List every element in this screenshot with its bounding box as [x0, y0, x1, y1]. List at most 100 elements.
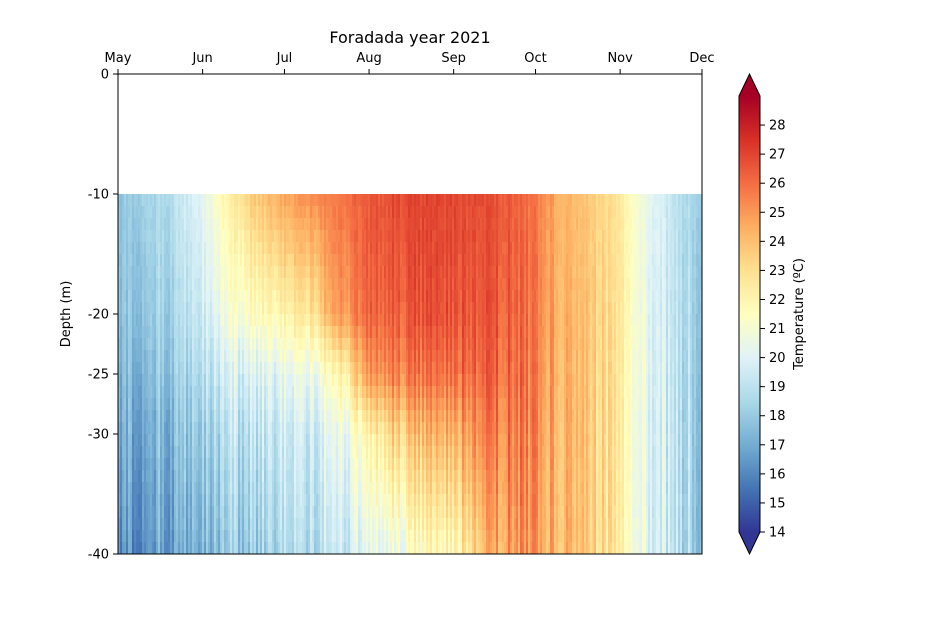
heatmap-cell [412, 530, 415, 543]
heatmap-cell [428, 482, 431, 495]
heatmap-cell [422, 398, 425, 411]
heatmap-cell [332, 194, 335, 207]
heatmap-cell [264, 458, 267, 471]
heatmap-cell [424, 542, 427, 554]
heatmap-cell [234, 506, 237, 519]
heatmap-cell [134, 242, 137, 255]
heatmap-cell [384, 530, 387, 543]
heatmap-cell [368, 386, 371, 399]
heatmap-cell [324, 194, 327, 207]
heatmap-cell [192, 482, 195, 495]
heatmap-cell [364, 362, 367, 375]
heatmap-cell [360, 398, 363, 411]
heatmap-cell [416, 494, 419, 507]
heatmap-cell [368, 338, 371, 351]
heatmap-cell [260, 194, 263, 207]
heatmap-cell [334, 434, 337, 447]
heatmap-cell [174, 434, 177, 447]
heatmap-cell [336, 422, 339, 435]
heatmap-cell [166, 470, 169, 483]
heatmap-cell [422, 194, 425, 207]
heatmap-cell [440, 458, 443, 471]
heatmap-cell [282, 530, 285, 543]
heatmap-cell [218, 194, 221, 207]
heatmap-cell [302, 326, 305, 339]
heatmap-cell [322, 374, 325, 387]
heatmap-cell [122, 194, 125, 207]
heatmap-cell [366, 266, 369, 279]
heatmap-cell [214, 398, 217, 411]
heatmap-cell [294, 494, 297, 507]
heatmap-cell [340, 290, 343, 303]
heatmap-cell [292, 314, 295, 327]
heatmap-cell [298, 314, 301, 327]
heatmap-cell [316, 398, 319, 411]
heatmap-cell [124, 410, 127, 423]
heatmap-cell [278, 458, 281, 471]
heatmap-cell [236, 542, 239, 554]
heatmap-cell [440, 518, 443, 531]
heatmap-cell [354, 194, 357, 207]
heatmap-cell [164, 254, 167, 267]
heatmap-cell [300, 242, 303, 255]
heatmap-cell [238, 386, 241, 399]
heatmap-cell [258, 482, 261, 495]
heatmap-cell [318, 254, 321, 267]
heatmap-cell [370, 350, 373, 363]
heatmap-cell [348, 470, 351, 483]
heatmap-cell [232, 434, 235, 447]
heatmap-cell [182, 422, 185, 435]
heatmap-cell [248, 530, 251, 543]
heatmap-cell [268, 278, 271, 291]
heatmap-cell [274, 470, 277, 483]
heatmap-cell [272, 386, 275, 399]
heatmap-cell [140, 470, 143, 483]
heatmap-cell [438, 290, 441, 303]
heatmap-cell [364, 230, 367, 243]
heatmap-cell [138, 494, 141, 507]
heatmap-cell [334, 374, 337, 387]
heatmap-cell [420, 410, 423, 423]
heatmap-cell [314, 242, 317, 255]
heatmap-cell [178, 506, 181, 519]
heatmap-cell [214, 518, 217, 531]
heatmap-cell [356, 446, 359, 459]
heatmap-cell [148, 278, 151, 291]
heatmap-cell [218, 434, 221, 447]
heatmap-cell [194, 374, 197, 387]
heatmap-cell [330, 518, 333, 531]
heatmap-cell [322, 350, 325, 363]
heatmap-cell [290, 362, 293, 375]
heatmap-cell [136, 374, 139, 387]
heatmap-cell [352, 494, 355, 507]
heatmap-cell [362, 506, 365, 519]
heatmap-cell [446, 218, 449, 231]
heatmap-cell [124, 386, 127, 399]
heatmap-cell [220, 362, 223, 375]
heatmap-cell [296, 458, 299, 471]
heatmap-cell [160, 518, 163, 531]
heatmap-cell [274, 230, 277, 243]
heatmap-cell [406, 254, 409, 267]
heatmap-cell [352, 434, 355, 447]
heatmap-cell [348, 374, 351, 387]
heatmap-cell [166, 278, 169, 291]
heatmap-cell [278, 542, 281, 554]
heatmap-cell [426, 434, 429, 447]
heatmap-cell [200, 326, 203, 339]
heatmap-cell [358, 278, 361, 291]
heatmap-cell [372, 434, 375, 447]
heatmap-cell [184, 230, 187, 243]
heatmap-cell [294, 326, 297, 339]
heatmap-cell [194, 242, 197, 255]
heatmap-cell [118, 278, 121, 291]
heatmap-cell [386, 254, 389, 267]
heatmap-cell [304, 458, 307, 471]
heatmap-cell [374, 374, 377, 387]
heatmap-cell [276, 518, 279, 531]
heatmap-cell [428, 350, 431, 363]
heatmap-cell [204, 326, 207, 339]
heatmap-cell [182, 530, 185, 543]
heatmap-cell [248, 494, 251, 507]
heatmap-cell [346, 458, 349, 471]
